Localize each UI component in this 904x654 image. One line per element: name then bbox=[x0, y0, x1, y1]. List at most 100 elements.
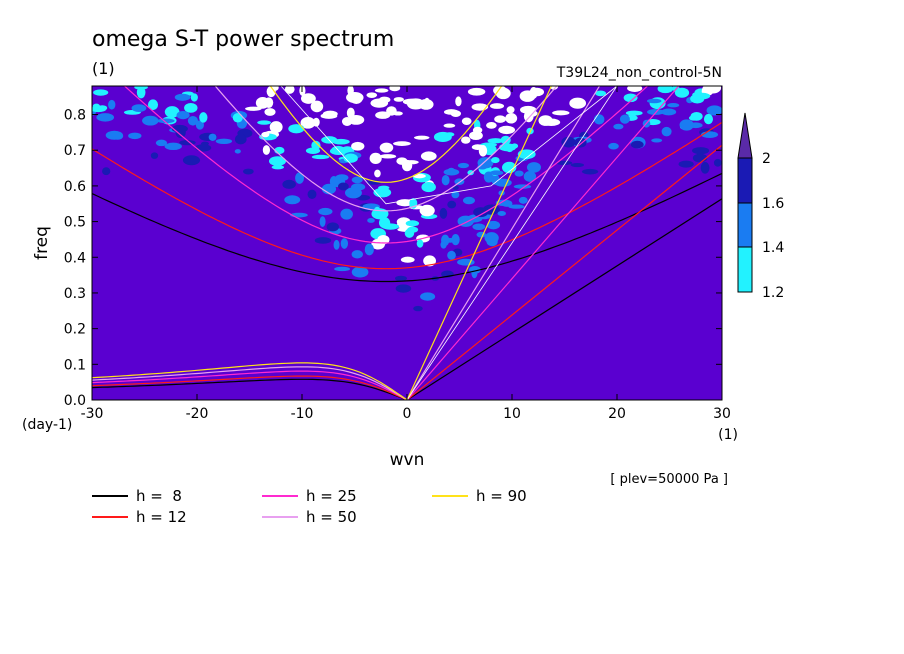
power-blob bbox=[529, 87, 538, 99]
ig-curve bbox=[269, 86, 503, 183]
y-tick-label: 0.7 bbox=[64, 143, 86, 159]
power-blob bbox=[288, 124, 305, 134]
x-axis-ticks: -30 -20 -10 0 10 20 30 bbox=[81, 86, 731, 422]
power-blob bbox=[661, 108, 677, 116]
power-blob bbox=[351, 266, 369, 278]
power-blob bbox=[625, 110, 643, 116]
power-blob bbox=[619, 114, 630, 124]
power-blob bbox=[694, 92, 711, 100]
power-blob bbox=[556, 160, 573, 165]
power-blob bbox=[314, 237, 332, 244]
power-blob bbox=[440, 240, 447, 249]
power-blob bbox=[486, 220, 501, 230]
y-tick-label: 0.3 bbox=[64, 286, 86, 302]
power-blob bbox=[526, 162, 541, 173]
y-axis-units: (day-1) bbox=[22, 417, 72, 433]
power-blob bbox=[493, 86, 507, 96]
kelvin-line bbox=[406, 86, 601, 400]
power-blob bbox=[374, 88, 389, 93]
power-blob bbox=[646, 98, 662, 104]
power-blob bbox=[393, 97, 404, 102]
power-blob bbox=[518, 196, 528, 204]
power-blob bbox=[506, 147, 513, 153]
power-blob bbox=[389, 86, 401, 92]
power-blob bbox=[511, 143, 519, 149]
power-blob bbox=[311, 154, 330, 160]
title-units: (1) bbox=[92, 59, 115, 78]
power-blob bbox=[447, 250, 456, 260]
x-tick-label: 30 bbox=[713, 406, 731, 422]
rossby-curve bbox=[92, 378, 408, 400]
colorbar-label: 1.6 bbox=[762, 196, 784, 212]
legend-label: h = 8 bbox=[136, 487, 182, 505]
power-blob bbox=[108, 99, 116, 110]
power-blob bbox=[155, 139, 168, 147]
power-blob bbox=[705, 86, 714, 96]
power-blob bbox=[498, 125, 516, 135]
power-blob bbox=[305, 147, 321, 154]
plev-note: [ plev=50000 Pa ] bbox=[610, 472, 728, 487]
power-blob bbox=[413, 305, 423, 312]
y-tick-label: 0.4 bbox=[64, 250, 86, 266]
power-blob bbox=[486, 237, 498, 247]
power-blob bbox=[678, 160, 694, 168]
colorbar-label: 2 bbox=[762, 151, 771, 167]
y-axis-ticks: 0.0 0.1 0.2 0.3 0.4 0.5 0.6 0.7 0.8 bbox=[64, 108, 722, 409]
power-blob bbox=[369, 152, 382, 164]
power-blob bbox=[593, 114, 605, 125]
rossby-curve bbox=[92, 375, 408, 400]
power-blob bbox=[478, 145, 488, 157]
y-tick-label: 0.0 bbox=[64, 393, 86, 409]
power-blob bbox=[199, 112, 208, 123]
power-blob bbox=[467, 87, 486, 96]
power-blob bbox=[491, 157, 500, 164]
power-blob bbox=[349, 92, 363, 104]
x-tick-label: -10 bbox=[291, 406, 314, 422]
power-blob bbox=[713, 158, 722, 167]
power-blob bbox=[451, 233, 460, 246]
power-blob bbox=[147, 99, 159, 111]
power-blob bbox=[630, 140, 644, 149]
power-blob bbox=[195, 120, 205, 130]
power-blob bbox=[472, 126, 483, 134]
x-axis-label: wvn bbox=[390, 450, 425, 470]
power-blob bbox=[441, 174, 450, 186]
legend-label: h = 90 bbox=[476, 487, 527, 505]
power-blob bbox=[419, 204, 435, 217]
power-blob bbox=[310, 100, 324, 113]
power-blob bbox=[667, 103, 680, 108]
rossby-curve bbox=[92, 370, 408, 400]
legend-label: h = 50 bbox=[306, 508, 357, 526]
power-blob bbox=[215, 138, 233, 145]
x-tick-label: 20 bbox=[608, 406, 626, 422]
power-blob bbox=[461, 136, 471, 144]
legend-label: h = 12 bbox=[136, 508, 187, 526]
power-blob bbox=[347, 86, 354, 96]
x-tick-label: 0 bbox=[403, 406, 412, 422]
plot-area bbox=[92, 86, 722, 400]
power-blob bbox=[489, 103, 505, 109]
power-blob bbox=[344, 187, 362, 199]
power-blob bbox=[262, 145, 271, 155]
power-blob bbox=[700, 161, 710, 174]
colorbar-segment bbox=[737, 157, 753, 204]
power-blob bbox=[688, 115, 699, 121]
power-blob bbox=[386, 106, 397, 116]
power-blob bbox=[561, 136, 576, 148]
colorbar-segment bbox=[737, 202, 753, 248]
power-blob bbox=[142, 115, 159, 126]
power-blob bbox=[400, 256, 415, 263]
chart-title: omega S-T power spectrum bbox=[92, 27, 394, 52]
power-blob bbox=[374, 169, 381, 178]
power-blob bbox=[93, 89, 109, 96]
power-blob bbox=[469, 131, 483, 141]
power-blob bbox=[471, 103, 489, 111]
power-blob bbox=[674, 87, 690, 98]
x-tick-label: -20 bbox=[186, 406, 209, 422]
power-blob bbox=[329, 176, 339, 187]
power-blob bbox=[367, 217, 375, 223]
power-blob bbox=[574, 137, 587, 148]
power-blob bbox=[312, 117, 320, 127]
power-blob bbox=[266, 86, 276, 98]
power-blob bbox=[187, 115, 199, 126]
